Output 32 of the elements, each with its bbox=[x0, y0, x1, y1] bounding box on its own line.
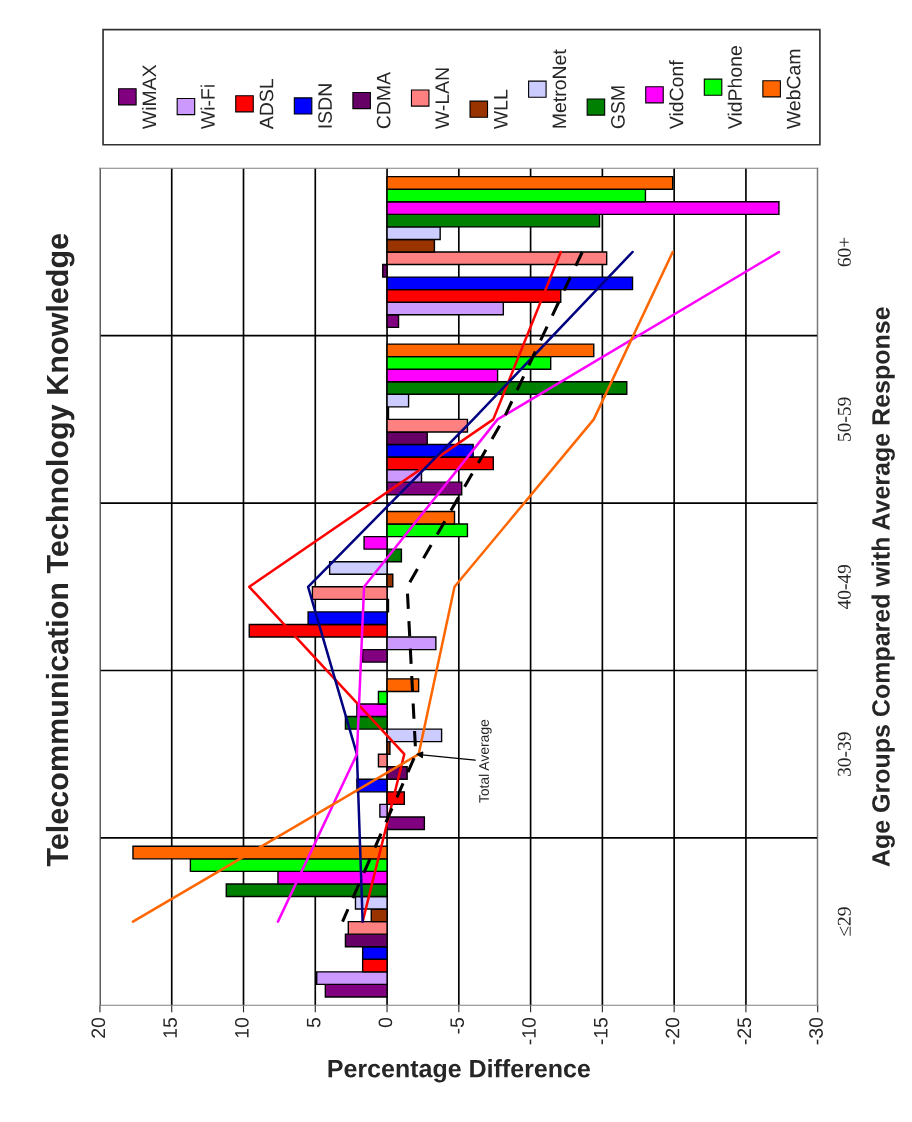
x-tick-label: 5 bbox=[306, 1017, 321, 1028]
text: Telecommunication Technology Knowledge bbox=[45, 233, 75, 867]
legend-label: Wi-Fi bbox=[200, 85, 215, 130]
y-tick-label: 60+ bbox=[837, 237, 851, 267]
legend-label: WebCam bbox=[786, 49, 801, 130]
x-tick-label: -30 bbox=[809, 1017, 823, 1045]
x-tick-label: 15 bbox=[163, 1017, 177, 1038]
x-axis-title: Percentage Difference bbox=[328, 1059, 590, 1083]
x-tick-label: -5 bbox=[450, 1017, 465, 1034]
x-tick-label: -25 bbox=[737, 1017, 752, 1045]
y-tick-label: ≤29 bbox=[837, 907, 851, 936]
y-tick-label: 40-49 bbox=[837, 564, 851, 610]
x-tick-label: -20 bbox=[665, 1017, 680, 1045]
legend-label: ISDN bbox=[318, 84, 332, 128]
legend-label: VidPhone bbox=[727, 46, 742, 130]
x-tick-label: -10 bbox=[522, 1017, 536, 1045]
x-tick-label: 10 bbox=[234, 1017, 249, 1038]
y-axis-title: Age Groups Compared with Average Response bbox=[871, 307, 895, 867]
x-tick-label: 20 bbox=[91, 1017, 106, 1038]
legend-label: CDMA bbox=[376, 71, 391, 129]
legend-label: W-LAN bbox=[435, 68, 449, 130]
legend-label: ADSL bbox=[259, 79, 274, 130]
legend-label: GSM bbox=[611, 86, 625, 129]
legend-label: WiMAX bbox=[141, 64, 157, 130]
y-tick-label: 50-59 bbox=[837, 397, 851, 441]
x-tick-label: -15 bbox=[594, 1017, 608, 1045]
legend-label: MetroNet bbox=[552, 49, 567, 128]
y-tick-label: 30-39 bbox=[837, 732, 851, 776]
legend-label: VidConf bbox=[669, 60, 684, 130]
x-tick-label: 0 bbox=[378, 1017, 393, 1028]
legend-label: WLL bbox=[494, 89, 508, 130]
annotation: Total Average bbox=[478, 719, 492, 803]
